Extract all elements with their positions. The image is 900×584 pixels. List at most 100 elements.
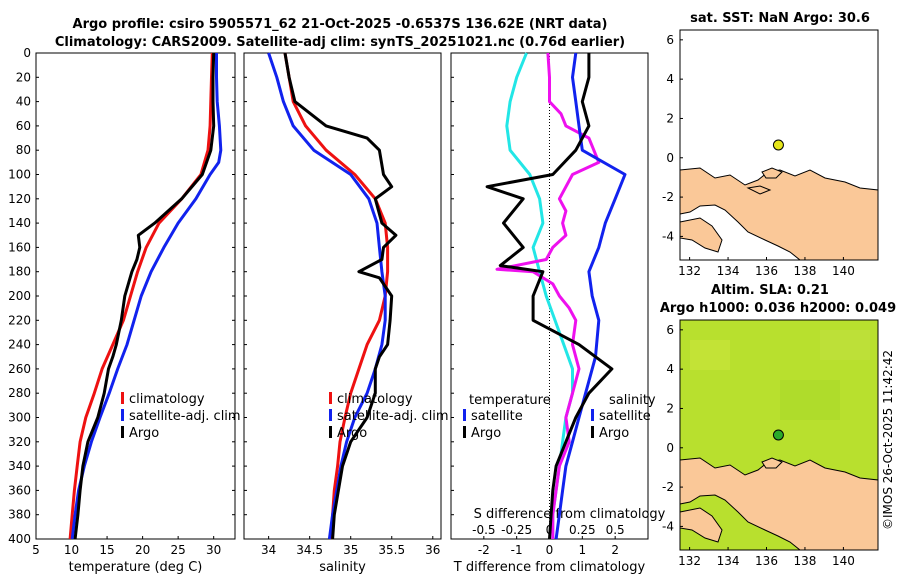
legend-title-salinity: salinity bbox=[609, 393, 656, 408]
map-x-tick-label: 132 bbox=[678, 554, 701, 568]
legend-swatch bbox=[463, 409, 466, 421]
map-y-tick-label: 2 bbox=[666, 111, 674, 125]
legend-swatch bbox=[121, 426, 124, 438]
map-x-tick-label: 134 bbox=[717, 264, 740, 278]
map-x-tick-label: 136 bbox=[755, 554, 778, 568]
y-tick-label: 320 bbox=[8, 435, 31, 449]
sla-map-patch-1 bbox=[690, 340, 730, 370]
y-tick-label: 260 bbox=[8, 362, 31, 376]
series-line-satellite-adj-clim bbox=[267, 52, 387, 540]
series-line-temperature-argo bbox=[485, 53, 614, 540]
y-tick-label: 20 bbox=[16, 70, 31, 84]
sla-map-patch-3 bbox=[820, 330, 870, 360]
map-x-tick-label: 138 bbox=[793, 264, 816, 278]
x2-tick-label: -0.5 bbox=[472, 523, 495, 537]
difference-profile-xlabel: T difference from climatology bbox=[453, 560, 646, 575]
imos-credit: ©IMOS 26-Oct-2025 11:42:42 bbox=[881, 350, 895, 530]
legend-label: satellite-adj. clim bbox=[337, 409, 449, 424]
map-y-tick-label: 6 bbox=[666, 33, 674, 47]
temperature-profile-xlabel: temperature (deg C) bbox=[69, 560, 203, 575]
sla-argo-marker bbox=[772, 429, 784, 441]
legend-label: satellite bbox=[471, 409, 523, 424]
x2-tick-label: -0.25 bbox=[501, 523, 532, 537]
x-tick-label: 20 bbox=[135, 543, 150, 557]
x-tick-label: 34 bbox=[261, 543, 276, 557]
map-x-tick-label: 136 bbox=[755, 264, 778, 278]
series-line-argo bbox=[283, 52, 398, 540]
x-tick-label: 10 bbox=[64, 543, 79, 557]
sla-map-title: Altim. SLA: 0.21 bbox=[711, 283, 829, 298]
y-tick-label: 360 bbox=[8, 483, 31, 497]
x-tick-label: 5 bbox=[32, 543, 40, 557]
x-tick-label: 35.5 bbox=[378, 543, 405, 557]
map-x-tick-label: 140 bbox=[832, 264, 855, 278]
sst-island-yapen bbox=[746, 185, 772, 195]
figure-title-line2: Climatology: CARS2009. Satellite-adj cli… bbox=[55, 35, 625, 50]
legend-label: satellite-adj. clim bbox=[129, 409, 241, 424]
series-line-argo bbox=[73, 52, 216, 540]
y-tick-label: 80 bbox=[16, 143, 31, 157]
sla-island-biak bbox=[761, 457, 783, 469]
map-y-tick-label: 6 bbox=[666, 323, 674, 337]
legend-label: satellite bbox=[599, 409, 651, 424]
x-tick-label: 1 bbox=[579, 543, 587, 557]
difference-profile-panel: -2 -1 0 1 2 T difference from climatology S di… bbox=[450, 52, 666, 575]
x-tick-label: 15 bbox=[99, 543, 114, 557]
legend-swatch bbox=[591, 426, 594, 438]
map-y-tick-label: 4 bbox=[666, 362, 674, 376]
y-tick-label: 160 bbox=[8, 240, 31, 254]
sst-argo-marker bbox=[772, 139, 784, 151]
map-y-tick-label: -2 bbox=[662, 480, 674, 494]
legend-label: climatology bbox=[337, 392, 413, 407]
map-x-tick-label: 134 bbox=[717, 554, 740, 568]
x-tick-label: 36 bbox=[425, 543, 440, 557]
map-y-tick-label: -4 bbox=[662, 519, 674, 533]
y-tick-label: 0 bbox=[23, 46, 31, 60]
legend-label: Argo bbox=[471, 426, 501, 441]
y-tick-label: 200 bbox=[8, 289, 31, 303]
legend-label: climatology bbox=[129, 392, 205, 407]
map-y-tick-label: 0 bbox=[666, 441, 674, 455]
y-tick-label: 240 bbox=[8, 338, 31, 352]
x2-axis-label: S difference from climatology bbox=[474, 507, 666, 522]
legend-title-temperature: temperature bbox=[469, 393, 551, 408]
sst-landmass-newguinea bbox=[679, 167, 879, 261]
y-tick-label: 340 bbox=[8, 459, 31, 473]
x-tick-label: -2 bbox=[478, 543, 490, 557]
legend-swatch bbox=[121, 409, 124, 421]
map-y-tick-label: 4 bbox=[666, 72, 674, 86]
map-y-tick-label: -2 bbox=[662, 190, 674, 204]
sst-y-ticks: 6 4 2 0 -2 -4 bbox=[662, 33, 683, 243]
legend-label: Argo bbox=[599, 426, 629, 441]
y-tick-label: 180 bbox=[8, 265, 31, 279]
x-tick-label: 2 bbox=[611, 543, 619, 557]
map-x-tick-label: 132 bbox=[678, 264, 701, 278]
legend-swatch bbox=[463, 426, 466, 438]
map-y-tick-label: 2 bbox=[666, 401, 674, 415]
salinity-profile-panel: 34 34.5 35 35.5 36 salinity climatology satelli… bbox=[243, 52, 449, 575]
sla-map-panel: Altim. SLA: 0.21 Argo h1000: 0.036 h2000… bbox=[660, 283, 896, 568]
x2-tick-label: 0.5 bbox=[606, 523, 625, 537]
legend-label: Argo bbox=[337, 426, 367, 441]
y-tick-label: 40 bbox=[16, 95, 31, 109]
map-x-tick-label: 138 bbox=[793, 554, 816, 568]
x-tick-label: 0 bbox=[546, 543, 554, 557]
y-tick-label: 140 bbox=[8, 216, 31, 230]
y-tick-label: 220 bbox=[8, 313, 31, 327]
map-y-tick-label: 0 bbox=[666, 151, 674, 165]
map-x-tick-label: 140 bbox=[832, 554, 855, 568]
x-tick-label: 30 bbox=[206, 543, 221, 557]
sst-map-panel: sat. SST: NaN Argo: 30.6 132 134 136 138 140… bbox=[662, 11, 879, 278]
series-line-climatology bbox=[68, 52, 214, 540]
y-tick-label: 380 bbox=[8, 508, 31, 522]
sst-x-ticks: 132 134 136 138 140 bbox=[678, 257, 855, 278]
figure-title-line1: Argo profile: csiro 5905571_62 21-Oct-20… bbox=[73, 17, 608, 32]
temperature-profile-panel: 0 20 40 60 80 100 120 140 160 180 200 220 240 260 280 3… bbox=[8, 46, 241, 575]
salinity-profile-xlabel: salinity bbox=[319, 560, 366, 575]
y-tick-label: 280 bbox=[8, 386, 31, 400]
legend-label: Argo bbox=[129, 426, 159, 441]
sst-map-land bbox=[679, 167, 879, 261]
x-tick-label: -1 bbox=[511, 543, 523, 557]
y-tick-label: 60 bbox=[16, 119, 31, 133]
sla-map-patch-2 bbox=[780, 380, 840, 420]
